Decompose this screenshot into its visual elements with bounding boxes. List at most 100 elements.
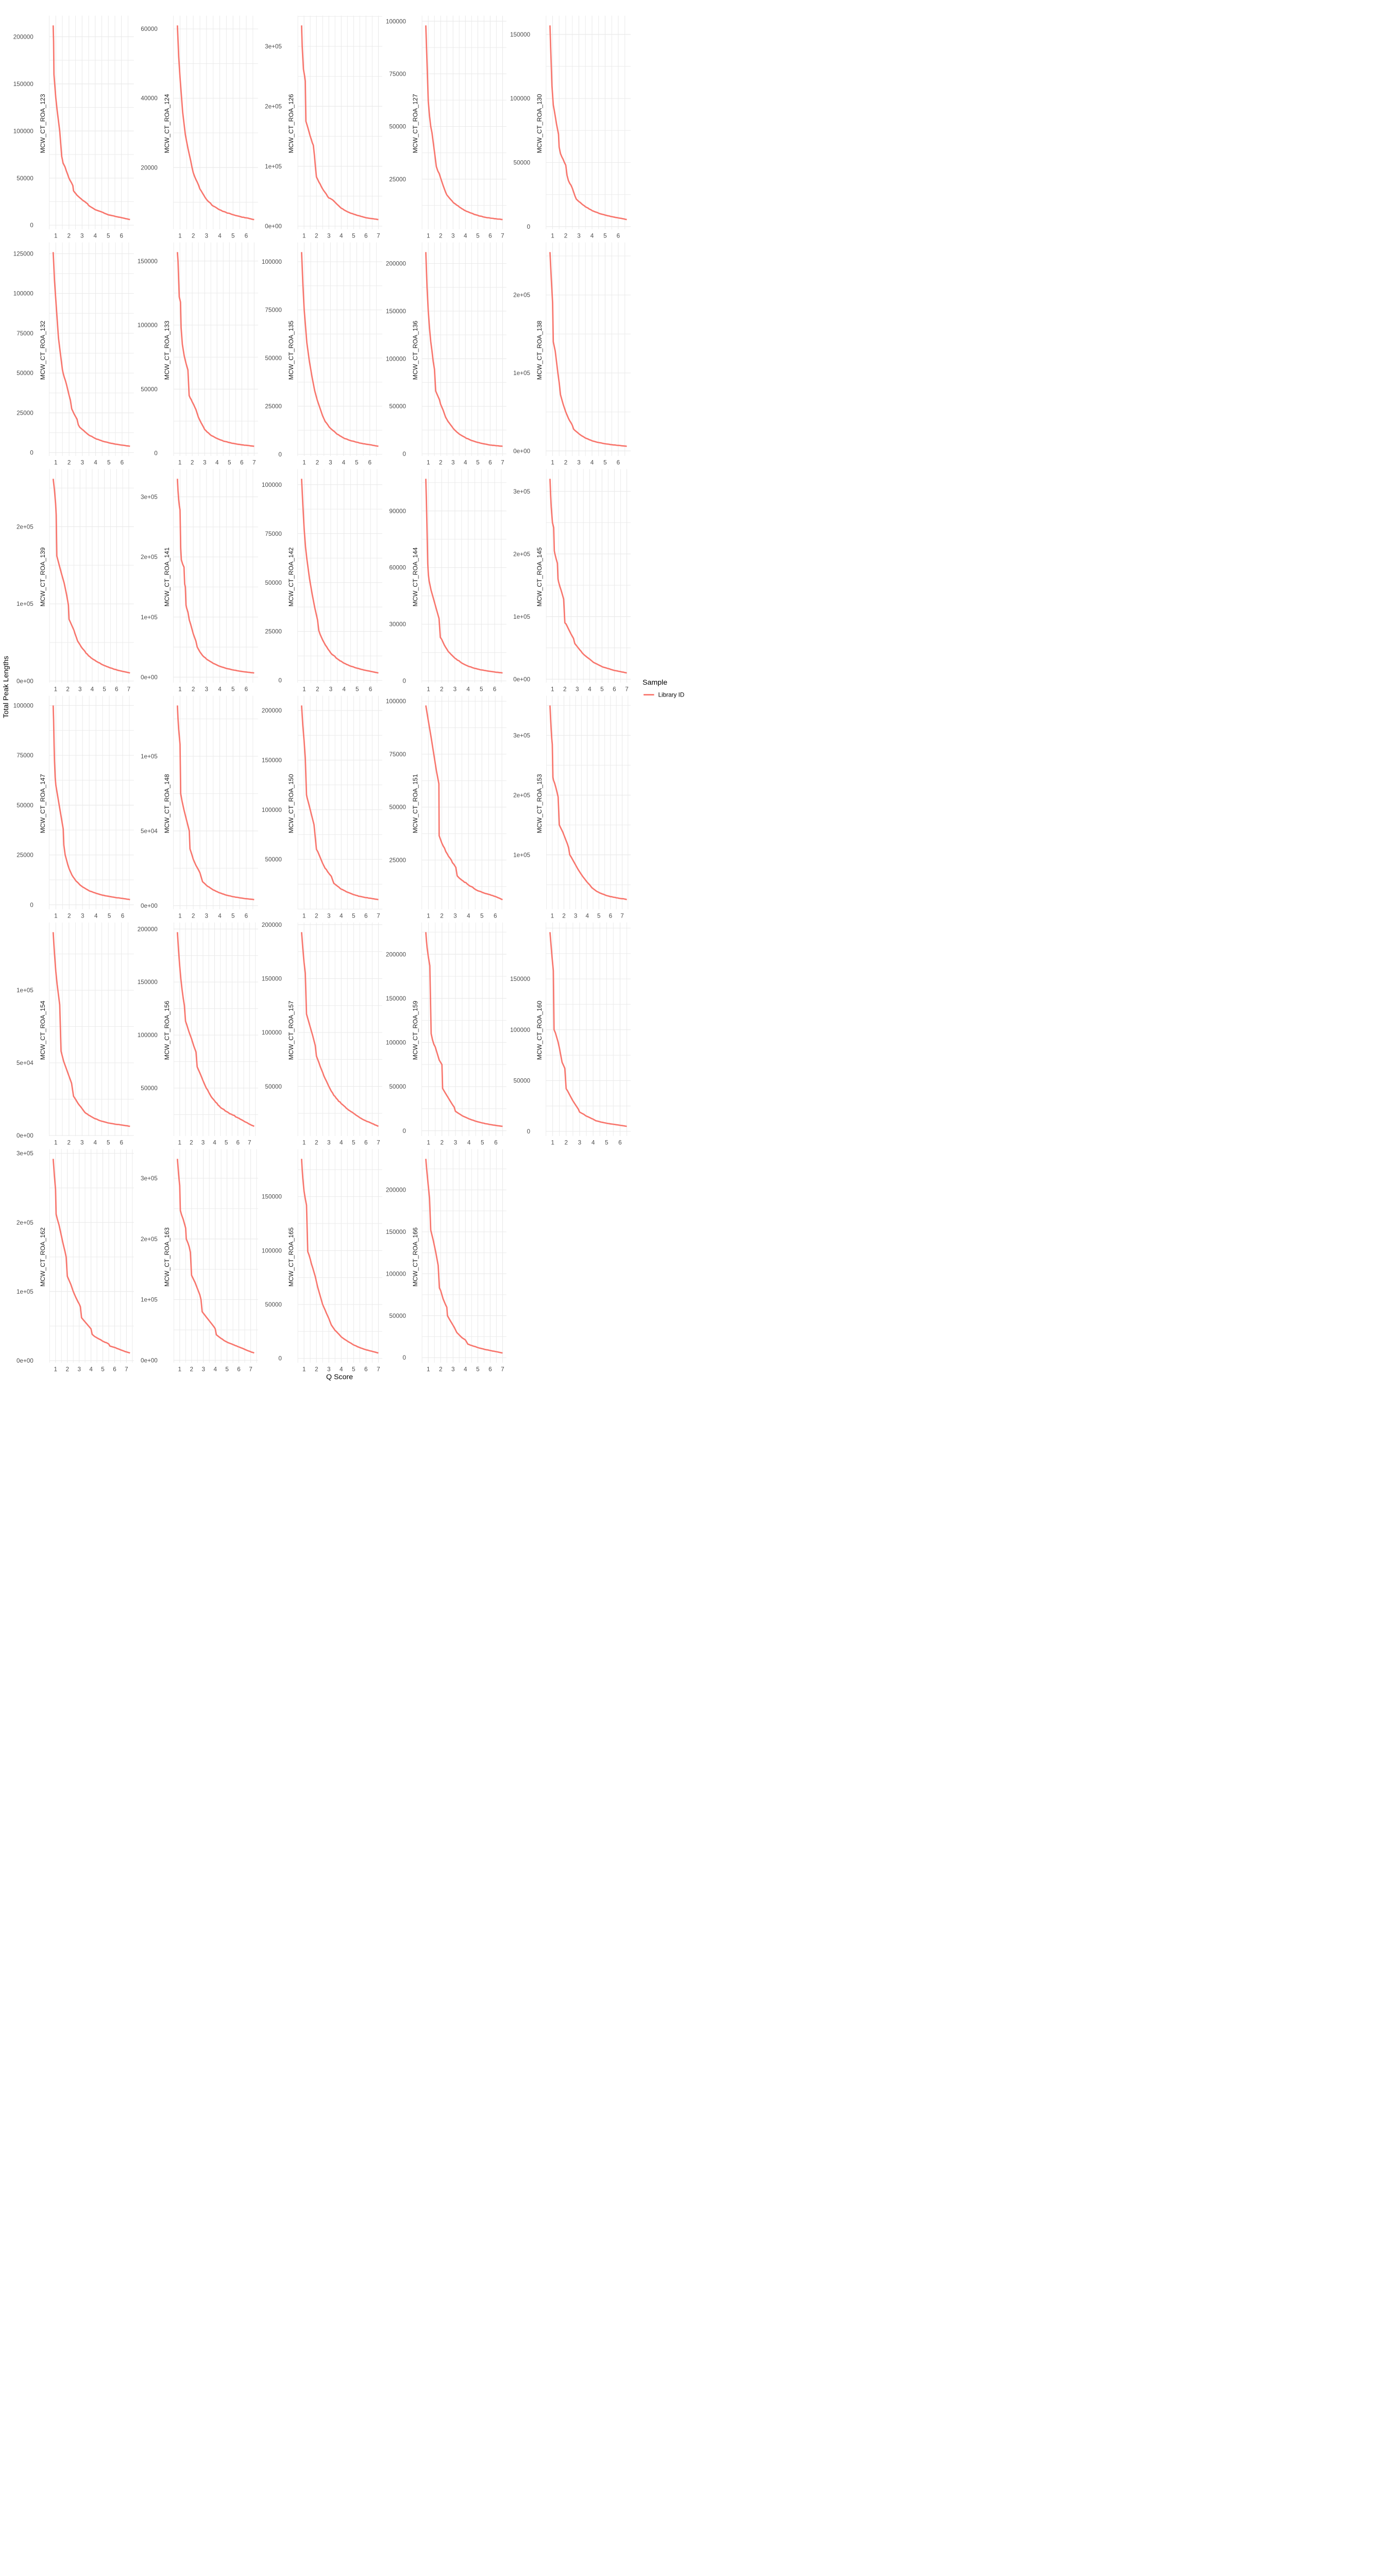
svg-text:5: 5 [228, 460, 231, 466]
svg-text:7: 7 [127, 686, 131, 693]
svg-text:0: 0 [278, 677, 282, 684]
svg-text:4: 4 [464, 1366, 467, 1373]
svg-text:1: 1 [178, 913, 182, 920]
svg-text:2: 2 [439, 233, 443, 240]
svg-text:100000: 100000 [13, 291, 34, 297]
svg-text:0e+00: 0e+00 [16, 1358, 33, 1364]
svg-text:4: 4 [94, 913, 98, 920]
svg-text:2: 2 [190, 1366, 194, 1373]
svg-text:1e+05: 1e+05 [141, 753, 158, 760]
svg-text:3: 3 [454, 1140, 458, 1146]
svg-text:3: 3 [77, 1366, 81, 1373]
svg-text:MCW_CT_ROA_165: MCW_CT_ROA_165 [288, 1227, 295, 1286]
svg-text:75000: 75000 [389, 71, 406, 77]
svg-text:100000: 100000 [386, 18, 407, 25]
svg-text:MCW_CT_ROA_132: MCW_CT_ROA_132 [39, 320, 46, 380]
svg-text:150000: 150000 [386, 1229, 407, 1235]
svg-text:0e+00: 0e+00 [141, 903, 158, 909]
svg-text:2: 2 [67, 1140, 71, 1146]
svg-text:2: 2 [192, 913, 195, 920]
svg-text:4: 4 [592, 1140, 595, 1146]
svg-text:5e+04: 5e+04 [141, 828, 158, 835]
svg-text:5: 5 [481, 1140, 484, 1146]
svg-text:5: 5 [225, 1366, 229, 1373]
svg-text:1: 1 [178, 233, 182, 240]
svg-text:50000: 50000 [16, 370, 33, 377]
svg-text:5: 5 [108, 913, 111, 920]
svg-text:50000: 50000 [389, 124, 406, 130]
svg-text:5: 5 [107, 1140, 110, 1146]
svg-text:MCW_CT_ROA_133: MCW_CT_ROA_133 [163, 320, 171, 380]
svg-text:50000: 50000 [265, 856, 282, 863]
svg-text:1: 1 [427, 460, 430, 466]
svg-text:3: 3 [577, 233, 581, 240]
svg-text:100000: 100000 [262, 482, 282, 488]
svg-text:MCW_CT_ROA_145: MCW_CT_ROA_145 [536, 547, 543, 606]
svg-text:5: 5 [107, 233, 110, 240]
svg-text:6: 6 [236, 1140, 240, 1146]
svg-text:6: 6 [120, 233, 123, 240]
svg-text:100000: 100000 [262, 1247, 282, 1254]
svg-text:4: 4 [467, 1140, 471, 1146]
svg-text:50000: 50000 [16, 175, 33, 182]
svg-text:0: 0 [30, 450, 33, 456]
svg-text:2: 2 [65, 1366, 69, 1373]
svg-text:1: 1 [427, 1140, 430, 1146]
svg-text:2: 2 [67, 913, 71, 920]
svg-text:3: 3 [205, 913, 209, 920]
svg-text:0e+00: 0e+00 [141, 1357, 158, 1364]
svg-text:1: 1 [551, 233, 554, 240]
svg-text:2: 2 [563, 686, 567, 693]
svg-text:75000: 75000 [389, 751, 406, 758]
svg-text:75000: 75000 [265, 531, 282, 537]
svg-text:5: 5 [225, 1140, 228, 1146]
svg-text:MCW_CT_ROA_126: MCW_CT_ROA_126 [288, 94, 295, 153]
svg-text:1e+05: 1e+05 [141, 1297, 158, 1303]
svg-text:3: 3 [329, 460, 332, 466]
svg-text:100000: 100000 [386, 1270, 407, 1277]
svg-text:MCW_CT_ROA_154: MCW_CT_ROA_154 [39, 1001, 46, 1060]
svg-text:0e+00: 0e+00 [513, 448, 530, 454]
svg-text:6: 6 [237, 1366, 241, 1373]
svg-text:5: 5 [600, 686, 604, 693]
svg-text:5: 5 [476, 460, 480, 466]
svg-text:1e+05: 1e+05 [513, 852, 530, 858]
svg-text:3: 3 [578, 1140, 582, 1146]
svg-text:3e+05: 3e+05 [513, 732, 530, 739]
svg-text:MCW_CT_ROA_153: MCW_CT_ROA_153 [536, 774, 543, 833]
svg-text:4: 4 [213, 1366, 217, 1373]
svg-text:6: 6 [245, 686, 248, 693]
svg-text:0: 0 [402, 678, 406, 685]
svg-text:7: 7 [620, 913, 624, 920]
svg-text:3: 3 [453, 913, 457, 920]
svg-text:Q Score: Q Score [326, 1373, 353, 1381]
svg-text:6: 6 [240, 460, 244, 466]
svg-text:3: 3 [201, 1366, 205, 1373]
svg-text:150000: 150000 [386, 308, 407, 315]
svg-text:MCW_CT_ROA_166: MCW_CT_ROA_166 [412, 1227, 419, 1286]
svg-text:50000: 50000 [389, 804, 406, 811]
svg-text:1e+05: 1e+05 [265, 163, 282, 170]
svg-text:2: 2 [191, 460, 194, 466]
svg-text:6: 6 [613, 686, 616, 693]
svg-text:100000: 100000 [138, 322, 158, 329]
svg-text:150000: 150000 [138, 979, 158, 986]
svg-text:5e+04: 5e+04 [16, 1060, 33, 1066]
svg-text:200000: 200000 [262, 707, 282, 714]
svg-text:2: 2 [67, 460, 71, 466]
svg-text:50000: 50000 [389, 1083, 406, 1090]
svg-text:3: 3 [205, 686, 209, 693]
svg-text:MCW_CT_ROA_162: MCW_CT_ROA_162 [39, 1227, 46, 1286]
svg-text:75000: 75000 [16, 752, 33, 759]
svg-text:40000: 40000 [141, 95, 158, 102]
svg-text:0: 0 [402, 1128, 406, 1134]
svg-text:150000: 150000 [262, 757, 282, 764]
svg-text:0e+00: 0e+00 [265, 223, 282, 230]
svg-text:150000: 150000 [13, 81, 34, 88]
svg-text:MCW_CT_ROA_150: MCW_CT_ROA_150 [288, 774, 295, 833]
svg-text:7: 7 [377, 1366, 380, 1373]
svg-text:1: 1 [302, 233, 306, 240]
svg-text:5: 5 [605, 1140, 609, 1146]
svg-text:4: 4 [588, 686, 592, 693]
svg-text:5: 5 [356, 686, 359, 693]
